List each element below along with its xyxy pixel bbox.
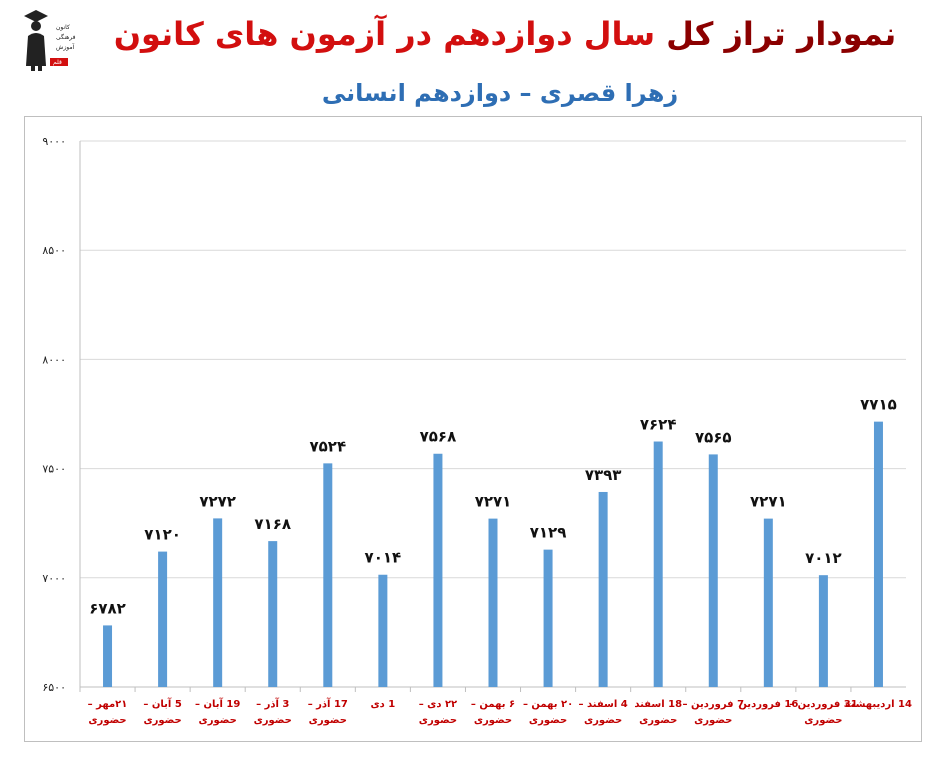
x-tick-label-line2: حضوری bbox=[804, 715, 842, 726]
chart-subtitle: زهرا قصری – دوازدهم انسانی bbox=[321, 79, 679, 107]
data-label: ۷۵۲۴ bbox=[309, 437, 346, 455]
data-label: ۷۲۷۱ bbox=[475, 493, 512, 511]
data-label: ۷۲۷۱ bbox=[750, 493, 787, 511]
bar bbox=[708, 454, 718, 687]
data-label: ۷۵۶۵ bbox=[695, 428, 732, 446]
x-tick-label-line2: حضوری bbox=[419, 715, 457, 726]
x-tick-label: ۲۲ دی – bbox=[419, 699, 457, 710]
logo-badge-text: قلم چی bbox=[53, 59, 62, 73]
x-tick-label: 18 اسفند bbox=[634, 699, 682, 710]
chart-title-part1: نمودار تراز کل bbox=[666, 15, 897, 53]
y-tick-label: ۹۰۰۰ bbox=[42, 135, 66, 148]
y-tick-label: ۸۰۰۰ bbox=[42, 353, 66, 366]
x-tick-label: 5 آبان – bbox=[143, 697, 181, 710]
x-tick-label: ۲۱مهر – bbox=[88, 699, 128, 710]
x-tick-label-line2: حضوری bbox=[529, 715, 567, 726]
kanoon-logo: کانون فرهنگی آموزش قلم چی bbox=[20, 6, 75, 73]
x-tick-label-line2: حضوری bbox=[199, 715, 237, 726]
logo-text-3: آموزش bbox=[56, 44, 75, 51]
bar bbox=[488, 518, 498, 687]
x-tick-label-line2: حضوری bbox=[694, 715, 732, 726]
x-tick-label: 31 فروردین – bbox=[789, 699, 858, 710]
x-tick-label-line2: حضوری bbox=[254, 715, 292, 726]
x-tick-label-line2: حضوری bbox=[88, 715, 126, 726]
data-label: ۷۰۱۴ bbox=[365, 549, 402, 567]
x-tick-label: 16 فروردین bbox=[738, 699, 798, 710]
y-tick-label: ۸۵۰۰ bbox=[42, 244, 66, 257]
x-tick-label: ۶ بهمن – bbox=[471, 699, 515, 710]
graduate-icon bbox=[24, 10, 68, 71]
data-label: ۷۳۹۳ bbox=[585, 466, 622, 484]
x-tick-label: 4 اسفند – bbox=[579, 699, 628, 710]
x-tick-label: ۲۰ بهمن – bbox=[523, 699, 573, 710]
bar bbox=[158, 551, 168, 687]
x-tick-label-line2: حضوری bbox=[143, 715, 181, 726]
logo-text-1: کانون bbox=[56, 24, 70, 31]
bar bbox=[873, 421, 883, 687]
logo-text-2: فرهنگی bbox=[56, 34, 76, 41]
x-tick-label: 3 آذر – bbox=[256, 697, 289, 710]
data-label: ۷۲۷۲ bbox=[199, 492, 236, 510]
data-label: ۷۶۲۴ bbox=[640, 416, 677, 434]
x-tick-label-line2: حضوری bbox=[309, 715, 347, 726]
y-tick-label: ۷۰۰۰ bbox=[42, 572, 66, 585]
x-tick-label-line2: حضوری bbox=[639, 715, 677, 726]
bar bbox=[598, 491, 608, 687]
bar bbox=[268, 541, 278, 687]
bar bbox=[543, 549, 553, 687]
bar bbox=[103, 625, 113, 687]
bar bbox=[213, 518, 223, 687]
x-tick-label: 1 دی bbox=[370, 699, 395, 710]
bar bbox=[323, 463, 333, 687]
y-tick-label: ۷۵۰۰ bbox=[42, 463, 66, 476]
bar bbox=[763, 518, 773, 687]
x-tick-label: 17 آذر – bbox=[308, 697, 348, 710]
x-tick-label: 19 آبان – bbox=[195, 697, 240, 710]
logo-badge bbox=[50, 58, 68, 66]
x-tick-label: 7 فروردین – bbox=[682, 699, 744, 710]
data-label: ۷۰۱۲ bbox=[805, 549, 842, 567]
bar bbox=[433, 453, 443, 687]
data-label: ۷۱۲۰ bbox=[144, 526, 181, 544]
data-label: ۶۷۸۲ bbox=[89, 599, 126, 617]
data-label: ۷۱۲۹ bbox=[530, 524, 567, 542]
bar bbox=[818, 575, 828, 687]
bar bbox=[653, 441, 663, 687]
data-label: ۷۷۱۵ bbox=[860, 396, 897, 414]
bar bbox=[378, 574, 388, 687]
chart-title: نمودار تراز کل سال دوازدهم در آزمون های … bbox=[90, 14, 920, 54]
x-tick-label-line2: حضوری bbox=[584, 715, 622, 726]
x-tick-label-line2: حضوری bbox=[474, 715, 512, 726]
y-tick-label: ۶۵۰۰ bbox=[42, 681, 66, 694]
data-label: ۷۱۶۸ bbox=[254, 515, 291, 533]
x-tick-label: 14 اردیبهشت bbox=[845, 699, 912, 710]
chart-title-part2: سال دوازدهم در آزمون های کانون bbox=[113, 15, 656, 53]
data-label: ۷۵۶۸ bbox=[420, 428, 457, 446]
